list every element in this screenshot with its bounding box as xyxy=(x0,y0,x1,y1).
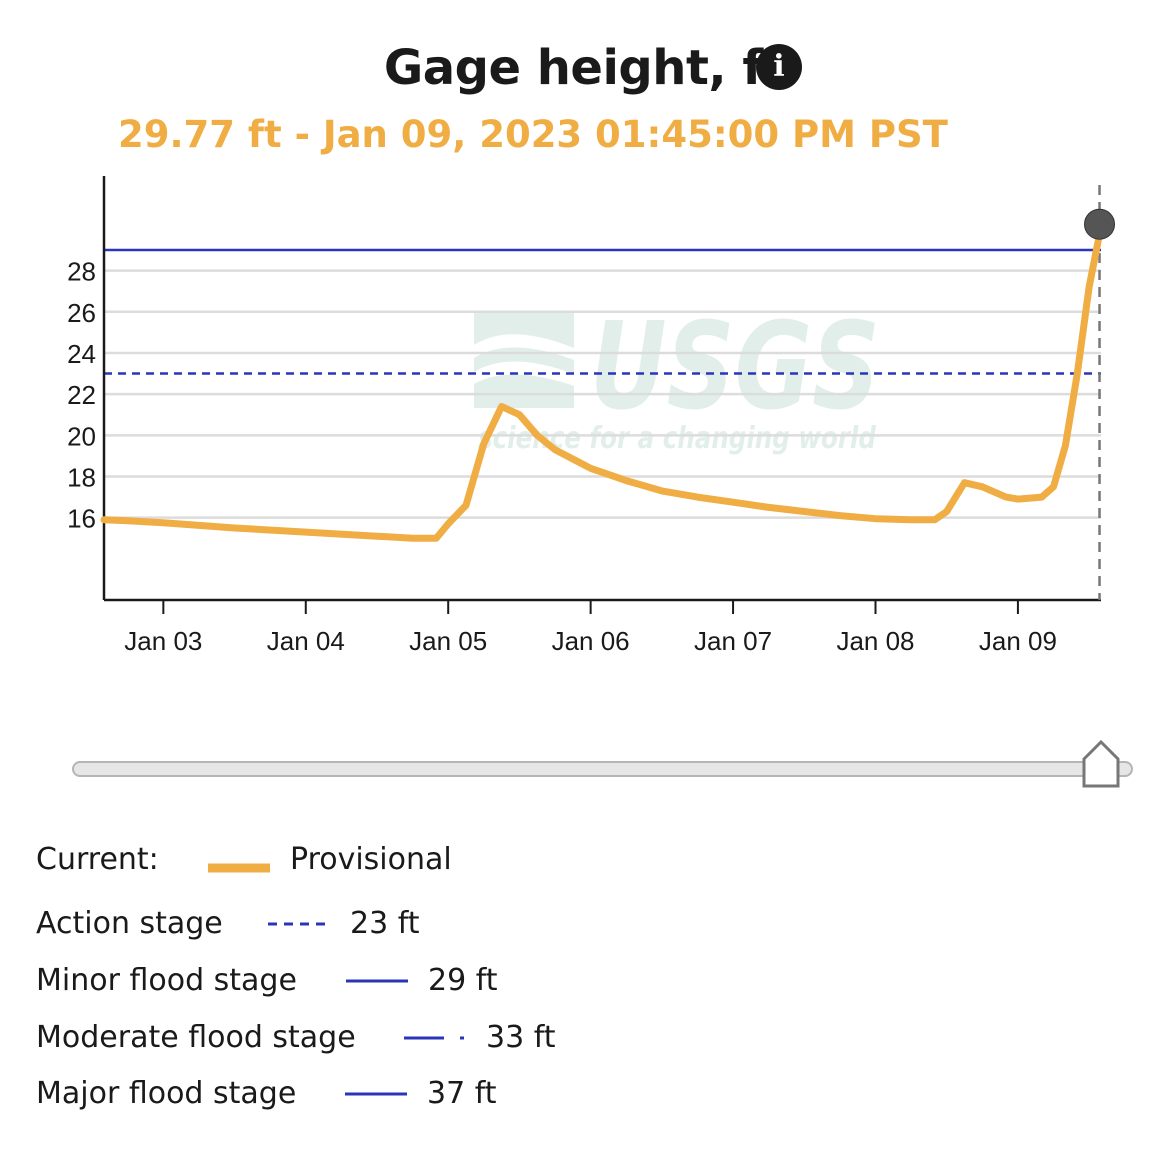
y-tick-label: 28 xyxy=(67,257,96,287)
legend-stage-label: Minor flood stage xyxy=(36,963,297,998)
legend-stage-label: Action stage xyxy=(36,906,223,941)
usgs-watermark-text: USGS xyxy=(590,298,880,437)
legend-moderate-flood-swatch xyxy=(404,1036,468,1040)
x-tick-label: Jan 04 xyxy=(267,626,345,656)
provisional-series-line xyxy=(100,230,1103,542)
legend-stage-value: 37 ft xyxy=(427,1076,497,1111)
legend-current-label: Current: xyxy=(36,842,159,877)
grid-lines xyxy=(104,269,1101,519)
y-tick-label: 16 xyxy=(67,504,96,534)
current-reading: 29.77 ft - Jan 09, 2023 01:45:00 PM PST xyxy=(118,113,948,156)
x-tick-label: Jan 08 xyxy=(836,626,914,656)
time-range-slider[interactable] xyxy=(72,761,1133,777)
chart-title: Gage height, ft xyxy=(383,40,786,96)
y-tick-label: 20 xyxy=(67,421,96,451)
x-tick-label: Jan 09 xyxy=(979,626,1057,656)
y-tick-label: 24 xyxy=(67,339,96,369)
legend-current-series: Provisional xyxy=(290,842,452,877)
legend-stage-value: 33 ft xyxy=(486,1020,556,1055)
x-tick-label: Jan 07 xyxy=(694,626,772,656)
legend-stage-value: 29 ft xyxy=(428,963,498,998)
y-tick-label: 18 xyxy=(67,462,96,492)
legend-stage-label: Moderate flood stage xyxy=(36,1020,356,1055)
legend-provisional-swatch xyxy=(208,863,270,873)
flood-stage-lines xyxy=(104,248,1101,375)
y-tick-label: 22 xyxy=(67,380,96,410)
legend-stage-label: Major flood stage xyxy=(36,1076,297,1111)
legend-stage-value: 23 ft xyxy=(350,906,420,941)
legend-minor-flood-swatch xyxy=(346,979,408,983)
legend-action-stage-swatch xyxy=(268,922,330,926)
x-tick-label: Jan 06 xyxy=(552,626,630,656)
series-layer xyxy=(100,208,1116,542)
legend-major-flood-swatch xyxy=(345,1092,407,1096)
current-value-marker xyxy=(1084,208,1116,240)
y-tick-label: 26 xyxy=(67,298,96,328)
axes: 16 18 20 22 24 26 28 Jan 03 Jan 04 Jan 05 Jan 06 Ja… xyxy=(67,176,1101,656)
x-tick-label: Jan 03 xyxy=(124,626,202,656)
chart-title-row: Gage height, ft xyxy=(0,40,1169,96)
x-tick-label: Jan 05 xyxy=(409,626,487,656)
gage-height-chart[interactable]: USGS science for a changing world 161820… xyxy=(0,0,1169,700)
info-icon[interactable]: i xyxy=(756,44,802,90)
pentagon-handle-icon[interactable] xyxy=(1082,740,1120,788)
